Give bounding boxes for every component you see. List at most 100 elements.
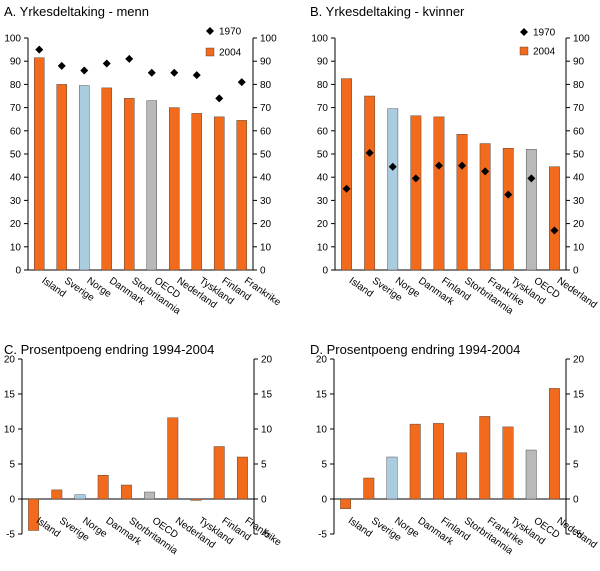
y-tick-label-left: 15 <box>316 390 328 401</box>
bar-nederland <box>548 388 560 500</box>
chart-panel-b: B. Yrkesdeltaking - kvinner 0 0 10 10 20 20 30 3… <box>310 4 599 317</box>
y-tick-label-right: 20 <box>573 219 585 230</box>
y-tick-label-left: -5 <box>318 530 327 541</box>
y-tick-label-right: 10 <box>260 242 272 253</box>
y-tick-label-left: 100 <box>4 34 21 45</box>
bar-sverige <box>364 95 376 271</box>
legend-swatch-2004 <box>519 46 529 56</box>
marker-1970-island <box>342 184 351 193</box>
y-tick-label-right: 40 <box>260 173 272 184</box>
marker-1970-oecd <box>527 174 536 183</box>
marker-1970-finland <box>215 94 224 103</box>
y-tick-label-right: 70 <box>573 103 585 114</box>
y-tick-label-left: 40 <box>10 173 22 184</box>
bar-danmark <box>409 423 421 500</box>
bar-oecd <box>525 149 537 271</box>
bar-norge <box>78 85 90 271</box>
y-tick-label-right: 50 <box>573 150 585 161</box>
y-tick-label-left: 80 <box>10 80 22 91</box>
bar-nederland <box>168 107 180 271</box>
y-tick-label-left: 15 <box>4 390 16 401</box>
marker-1970-tyskland <box>192 71 201 80</box>
y-tick-label-left: 80 <box>317 80 329 91</box>
bar-island <box>33 57 45 271</box>
bar-finland <box>213 446 225 500</box>
marker-1970-norge <box>80 66 89 75</box>
y-tick-label-right: 15 <box>573 390 585 401</box>
marker-1970-frankrike <box>481 167 490 176</box>
y-tick-label-right: 100 <box>573 34 590 45</box>
y-tick-label-right: 0 <box>261 495 267 506</box>
bar-storbritannia <box>120 484 132 500</box>
chart-title: C. Prosentpoeng endring 1994-2004 <box>4 342 214 357</box>
y-tick-label-right: 70 <box>260 103 272 114</box>
y-tick-label-right: -5 <box>261 530 270 541</box>
bar-sverige <box>363 477 375 500</box>
y-tick-label-right: 20 <box>573 355 585 366</box>
y-tick-label-right: 10 <box>261 425 273 436</box>
bar-norge <box>74 494 86 500</box>
y-tick-label-left: 50 <box>317 150 329 161</box>
bar-danmark <box>97 475 109 500</box>
y-tick-label-left: 20 <box>316 355 328 366</box>
legend-marker-1970 <box>206 27 214 35</box>
y-tick-label-left: 0 <box>9 495 15 506</box>
bar-storbritannia <box>456 134 468 271</box>
bar-storbritannia <box>456 452 468 500</box>
category-label: Nederland <box>555 515 599 550</box>
bar-tyskland <box>502 426 514 500</box>
y-tick-label-right: 5 <box>261 460 267 471</box>
bar-island <box>341 78 352 271</box>
marker-1970-frankrike <box>237 78 246 87</box>
y-tick-label-right: 60 <box>260 126 272 137</box>
y-tick-label-left: 10 <box>10 242 22 253</box>
y-tick-label-right: 10 <box>573 425 585 436</box>
y-tick-label-right: 5 <box>573 460 579 471</box>
y-tick-label-left: 30 <box>10 196 22 207</box>
y-tick-label-left: 70 <box>317 103 329 114</box>
chart-title: D. Prosentpoeng endring 1994-2004 <box>310 342 520 357</box>
y-tick-label-right: 60 <box>573 126 585 137</box>
y-tick-label-right: -5 <box>573 530 582 541</box>
y-tick-label-right: 20 <box>260 219 272 230</box>
marker-1970-oecd <box>147 68 156 77</box>
y-tick-label-right: 15 <box>261 390 273 401</box>
y-tick-label-right: 100 <box>260 34 277 45</box>
bar-tyskland <box>190 498 202 501</box>
y-tick-label-left: 50 <box>10 150 22 161</box>
marker-1970-norge <box>388 162 397 171</box>
legend-marker-1970 <box>520 28 528 36</box>
y-tick-label-left: 20 <box>317 219 329 230</box>
bar-danmark <box>101 87 113 271</box>
marker-1970-sverige <box>57 61 66 70</box>
legend-label-2004: 2004 <box>533 47 556 58</box>
bar-finland <box>433 116 445 271</box>
y-tick-label-left: 70 <box>10 103 22 114</box>
bar-oecd <box>146 100 158 271</box>
y-tick-label-right: 80 <box>573 80 585 91</box>
y-tick-label-left: 90 <box>10 57 22 68</box>
y-tick-label-left: 20 <box>4 355 16 366</box>
y-tick-label-left: 60 <box>10 126 22 137</box>
category-label: Island <box>347 275 375 299</box>
marker-1970-island <box>35 45 44 54</box>
y-tick-label-right: 30 <box>573 196 585 207</box>
bar-finland <box>432 423 444 500</box>
bar-oecd <box>525 449 537 500</box>
y-tick-label-left: 0 <box>321 495 327 506</box>
bar-frankrike <box>479 416 491 500</box>
bar-frankrike <box>236 456 248 500</box>
marker-1970-storbritannia <box>458 161 467 170</box>
y-tick-label-left: 0 <box>15 266 21 277</box>
marker-1970-danmark <box>102 59 111 68</box>
y-tick-label-left: 100 <box>311 34 328 45</box>
y-tick-label-left: 5 <box>9 460 15 471</box>
bar-sverige <box>51 489 63 500</box>
marker-1970-nederland <box>550 226 559 235</box>
y-tick-label-right: 90 <box>260 57 272 68</box>
y-tick-label-left: 10 <box>317 242 329 253</box>
bar-danmark <box>410 115 422 271</box>
y-tick-label-right: 0 <box>573 266 579 277</box>
